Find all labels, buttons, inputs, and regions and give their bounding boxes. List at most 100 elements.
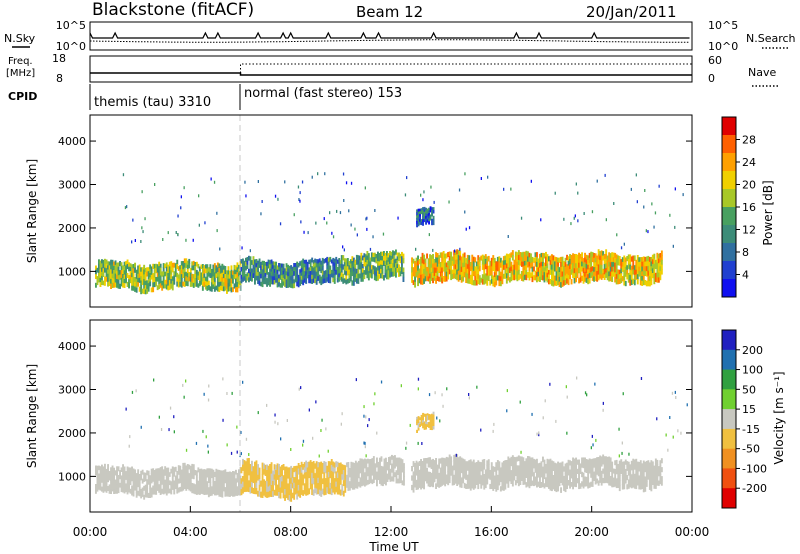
heatmap-cell — [570, 465, 573, 470]
heatmap-cell — [273, 489, 276, 496]
heatmap-cell — [156, 477, 159, 483]
heatmap-cell — [409, 423, 411, 427]
heatmap-cell — [422, 415, 424, 419]
heatmap-cell — [215, 468, 218, 474]
heatmap-cell — [487, 473, 490, 479]
heatmap-cell — [398, 474, 401, 480]
heatmap-cell — [120, 479, 123, 484]
heatmap-cell — [554, 256, 556, 262]
heatmap-cell — [255, 471, 258, 478]
heatmap-cell — [144, 272, 147, 278]
heatmap-cell — [101, 469, 103, 474]
freq-left-tick-top: 18 — [52, 52, 66, 65]
heatmap-cell — [540, 471, 543, 478]
colorbar-swatch — [722, 207, 736, 226]
heatmap-cell — [257, 490, 259, 497]
heatmap-cell — [606, 456, 609, 462]
heatmap-cell — [170, 489, 173, 495]
heatmap-cell — [153, 282, 156, 288]
heatmap-cell — [546, 468, 549, 474]
heatmap-cell — [453, 273, 456, 279]
heatmap-cell — [566, 484, 568, 489]
heatmap-cell — [248, 463, 250, 470]
heatmap-cell — [375, 258, 378, 264]
heatmap-cell — [575, 472, 577, 478]
heatmap-cell — [612, 482, 615, 488]
heatmap-cell — [249, 260, 252, 265]
heatmap-cell — [372, 257, 375, 262]
heatmap-cell — [377, 475, 380, 481]
heatmap-cell — [508, 262, 511, 269]
heatmap-cell — [219, 483, 222, 489]
heatmap-cell — [600, 264, 603, 271]
heatmap-cell — [445, 271, 448, 277]
heatmap-cell — [483, 484, 486, 490]
heatmap-cell — [165, 271, 168, 277]
heatmap-cell — [119, 261, 121, 267]
heatmap-cell — [558, 281, 561, 287]
heatmap-cell — [525, 472, 528, 478]
heatmap-cell — [511, 264, 514, 271]
heatmap-cell — [128, 275, 130, 280]
heatmap-cell — [420, 256, 422, 262]
heatmap-cell — [95, 274, 97, 280]
heatmap-cell — [499, 271, 502, 277]
heatmap-cell — [308, 466, 311, 473]
heatmap-cell — [380, 475, 383, 481]
colorbar-tick-label: -15 — [742, 423, 760, 436]
heatmap-cell — [420, 221, 423, 226]
heatmap-cell — [161, 470, 164, 476]
heatmap-cell — [394, 459, 396, 465]
heatmap-cell — [321, 463, 324, 469]
heatmap-cell — [226, 487, 228, 493]
heatmap-cell — [454, 269, 457, 275]
heatmap-cell — [173, 480, 176, 486]
heatmap-cell — [144, 488, 147, 494]
heatmap-cell — [384, 252, 387, 258]
heatmap-cell — [656, 267, 659, 273]
heatmap-cell — [542, 261, 544, 267]
heatmap-cell — [582, 258, 585, 264]
heatmap-cell — [480, 428, 482, 432]
heatmap-cell — [204, 276, 207, 282]
heatmap-cell — [549, 265, 552, 271]
heatmap-cell — [653, 278, 656, 285]
heatmap-cell — [543, 267, 546, 273]
heatmap-cell — [612, 271, 615, 277]
heatmap-cell — [365, 467, 368, 473]
heatmap-cell — [141, 478, 144, 484]
heatmap-cell — [516, 261, 519, 267]
heatmap-cell — [215, 477, 218, 483]
heatmap-cell — [299, 491, 302, 498]
heatmap-cell — [423, 219, 426, 223]
velocity-ylabel: Slant Range [km] — [25, 364, 39, 468]
heatmap-cell — [486, 275, 489, 281]
heatmap-cell — [539, 272, 541, 278]
heatmap-cell — [576, 268, 579, 274]
heatmap-cell — [242, 487, 244, 494]
heatmap-cell — [323, 461, 326, 468]
heatmap-cell — [146, 488, 149, 494]
heatmap-cell — [392, 258, 394, 264]
heatmap-cell — [246, 257, 249, 262]
heatmap-cell — [635, 259, 638, 266]
heatmap-cell — [462, 271, 465, 277]
heatmap-cell — [429, 414, 432, 418]
heatmap-cell — [418, 474, 421, 480]
heatmap-cell — [113, 480, 115, 486]
heatmap-cell — [513, 466, 516, 472]
heatmap-cell — [490, 475, 493, 481]
heatmap-cell — [186, 268, 189, 274]
heatmap-cell — [421, 474, 424, 480]
heatmap-cell — [557, 485, 559, 492]
heatmap-cell — [300, 264, 303, 269]
heatmap-cell — [212, 264, 215, 270]
heatmap-cell — [417, 265, 419, 272]
heatmap-cell — [517, 480, 520, 487]
heatmap-cell — [326, 481, 329, 488]
heatmap-cell — [279, 222, 282, 226]
heatmap-cell — [448, 256, 451, 261]
heatmap-cell — [306, 265, 309, 271]
heatmap-cell — [215, 473, 218, 479]
heatmap-cell — [522, 251, 525, 258]
